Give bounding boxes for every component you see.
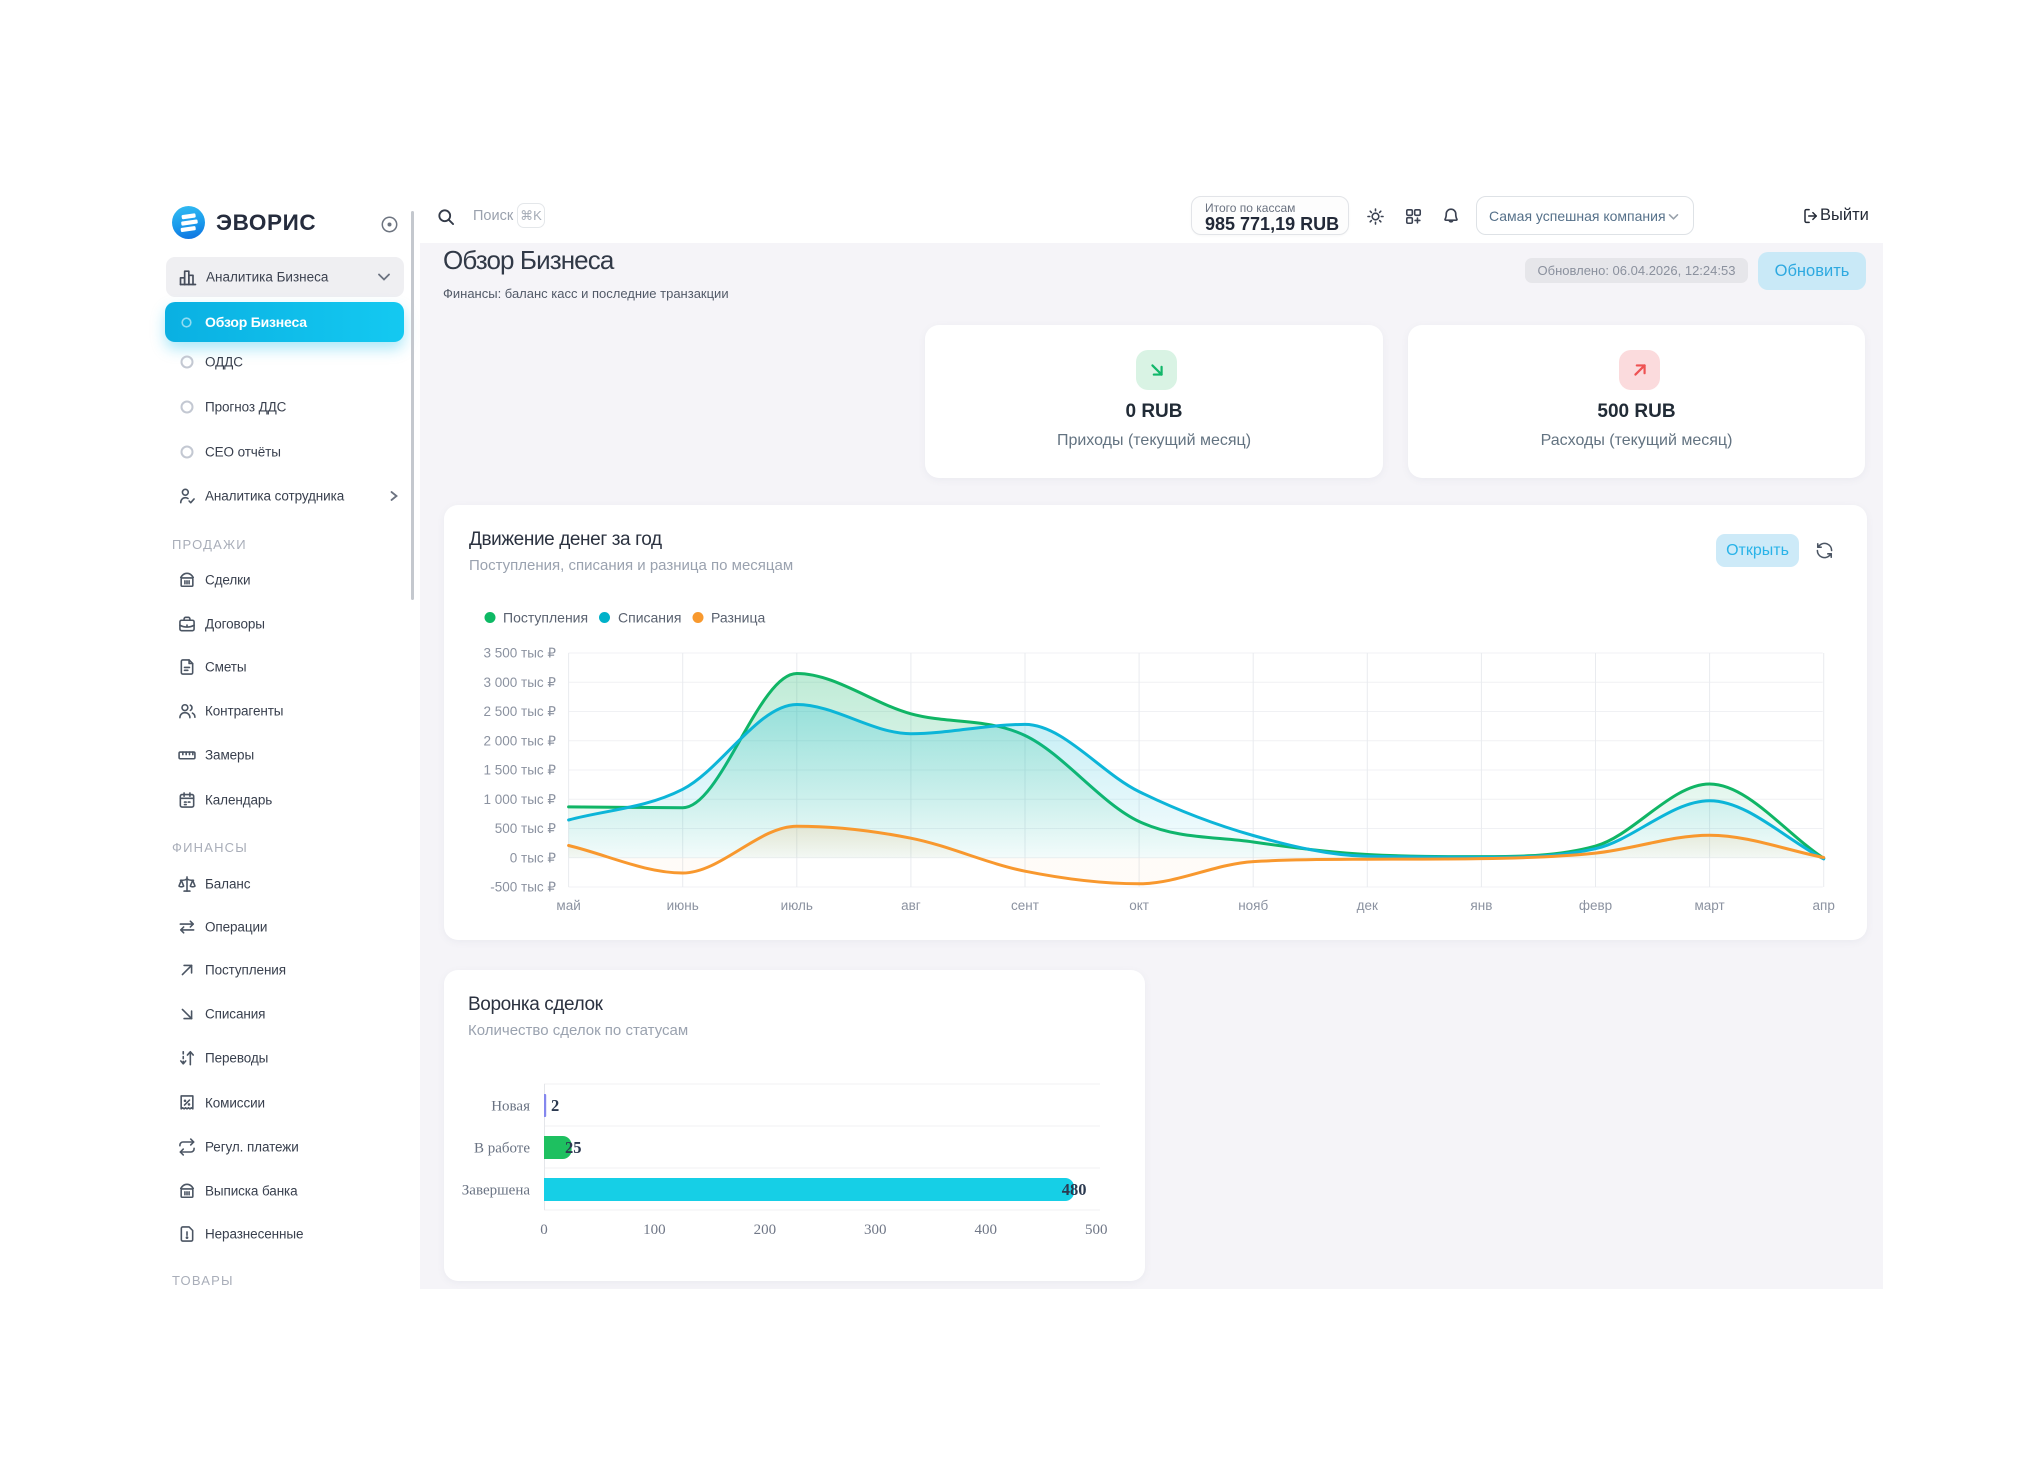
svg-text:Списания: Списания	[618, 610, 681, 626]
svg-text:Завершена: Завершена	[462, 1183, 531, 1199]
svg-text:дек: дек	[1357, 898, 1378, 913]
svg-text:2: 2	[551, 1096, 559, 1115]
svg-text:-500 тыс ₽: -500 тыс ₽	[490, 880, 556, 895]
svg-text:окт: окт	[1129, 898, 1149, 913]
svg-text:2 000 тыс ₽: 2 000 тыс ₽	[483, 733, 556, 748]
svg-text:В работе: В работе	[474, 1141, 530, 1157]
svg-text:25: 25	[565, 1138, 582, 1157]
svg-text:сент: сент	[1011, 898, 1039, 913]
svg-text:300: 300	[864, 1222, 887, 1238]
svg-text:Новая: Новая	[491, 1099, 530, 1115]
svg-text:3 500 тыс ₽: 3 500 тыс ₽	[483, 646, 556, 661]
svg-text:Поступления: Поступления	[503, 610, 588, 626]
svg-text:март: март	[1695, 898, 1725, 913]
svg-text:июнь: июнь	[667, 898, 699, 913]
svg-text:0: 0	[540, 1222, 548, 1238]
svg-text:нояб: нояб	[1238, 898, 1268, 913]
svg-text:Разница: Разница	[711, 610, 765, 626]
svg-text:авг: авг	[901, 898, 921, 913]
svg-text:0 тыс ₽: 0 тыс ₽	[510, 850, 557, 865]
svg-text:февр: февр	[1579, 898, 1612, 913]
svg-text:100: 100	[643, 1222, 666, 1238]
svg-text:янв: янв	[1470, 898, 1492, 913]
svg-text:1 000 тыс ₽: 1 000 тыс ₽	[483, 792, 556, 807]
svg-text:480: 480	[1062, 1180, 1087, 1199]
svg-text:200: 200	[754, 1222, 777, 1238]
svg-text:июль: июль	[781, 898, 813, 913]
svg-text:400: 400	[974, 1222, 997, 1238]
svg-text:1 500 тыс ₽: 1 500 тыс ₽	[483, 763, 556, 778]
svg-text:апр: апр	[1813, 898, 1835, 913]
svg-text:3 000 тыс ₽: 3 000 тыс ₽	[483, 675, 556, 690]
svg-text:2 500 тыс ₽: 2 500 тыс ₽	[483, 704, 556, 719]
svg-text:май: май	[556, 898, 580, 913]
svg-text:500: 500	[1085, 1222, 1108, 1238]
svg-text:500 тыс ₽: 500 тыс ₽	[495, 821, 557, 836]
